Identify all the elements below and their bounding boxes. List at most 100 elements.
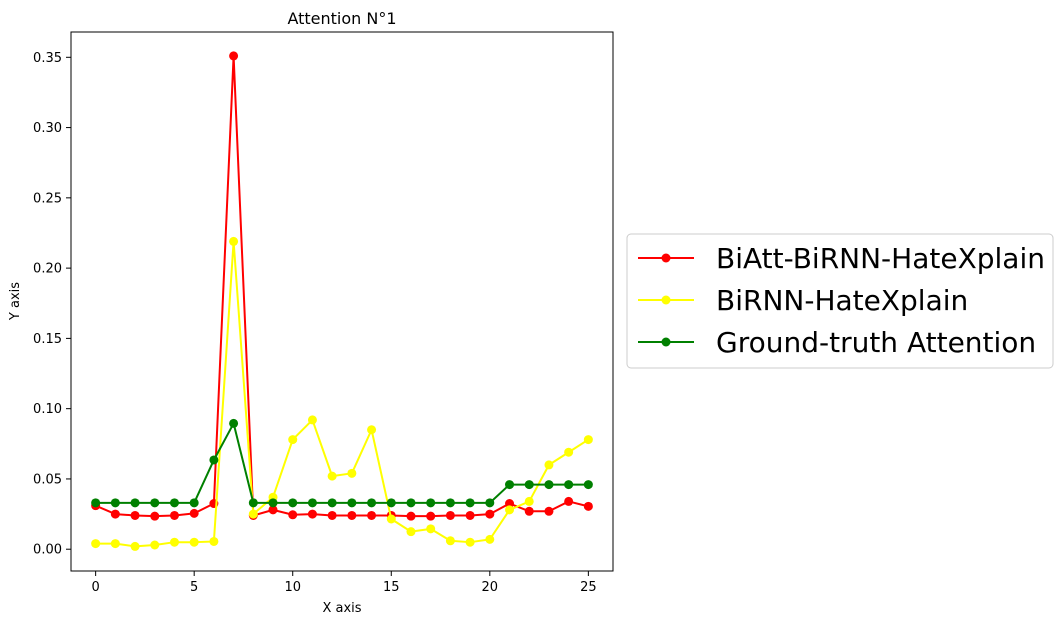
data-point	[307, 415, 317, 425]
series-line	[95, 240, 589, 548]
series-2	[91, 418, 593, 508]
data-point	[367, 498, 377, 508]
data-point	[406, 511, 416, 521]
data-point	[347, 498, 357, 508]
data-point	[367, 425, 377, 435]
series-1	[91, 236, 593, 551]
legend-frame	[626, 233, 1054, 369]
legend-marker	[661, 337, 671, 347]
data-point	[91, 539, 101, 549]
data-point	[426, 498, 436, 508]
data-point	[169, 537, 179, 547]
data-point	[465, 498, 475, 508]
legend-marker	[661, 295, 671, 305]
series-line	[95, 54, 589, 518]
data-point	[505, 499, 515, 509]
data-point	[485, 509, 495, 519]
data-point	[564, 480, 574, 490]
data-point	[110, 539, 120, 549]
data-point	[229, 418, 239, 428]
data-point	[209, 455, 219, 465]
data-point	[307, 509, 317, 519]
y-axis-ticks: 0.00 0.05 0.10 0.15 0.20 0.25 0.30 0.35	[33, 51, 71, 558]
y-tick-label: 0.05	[33, 472, 62, 487]
y-tick-label: 0.25	[33, 191, 62, 206]
data-point	[288, 498, 298, 508]
data-point	[288, 510, 298, 520]
data-point	[544, 480, 554, 490]
data-point	[426, 511, 436, 521]
data-point	[268, 498, 278, 508]
y-tick-label: 0.30	[33, 121, 62, 136]
data-point	[150, 511, 160, 521]
data-point	[150, 540, 160, 550]
data-point	[130, 510, 140, 520]
data-point	[268, 505, 278, 515]
data-point	[465, 510, 475, 520]
data-point	[524, 496, 534, 506]
data-point	[524, 480, 534, 490]
data-point	[406, 498, 416, 508]
x-tick-label: 0	[91, 580, 99, 595]
data-point	[485, 534, 495, 544]
data-point	[130, 498, 140, 508]
legend-label: BiRNN-HateXplain	[716, 284, 968, 317]
data-point	[288, 435, 298, 445]
y-tick-label: 0.35	[33, 51, 62, 66]
data-point	[583, 480, 593, 490]
data-point	[327, 498, 337, 508]
plot-frame	[70, 31, 614, 572]
data-point	[248, 509, 258, 519]
legend-marker	[661, 253, 671, 263]
data-point	[544, 460, 554, 470]
data-point	[327, 471, 337, 481]
x-tick-label: 10	[284, 580, 301, 595]
y-axis-title: Y axis	[8, 282, 23, 321]
data-point	[583, 435, 593, 445]
data-point	[564, 447, 574, 457]
data-point	[110, 498, 120, 508]
data-point	[544, 506, 554, 516]
x-axis-ticks: 0 5 10 15 20 25	[91, 571, 597, 595]
data-point	[248, 498, 258, 508]
data-point	[445, 498, 455, 508]
data-point	[367, 510, 377, 520]
y-tick-label: 0.20	[33, 262, 62, 277]
data-point	[445, 510, 455, 520]
x-axis-title: X axis	[322, 601, 361, 616]
y-tick-label: 0.15	[33, 332, 62, 347]
series-0	[91, 51, 593, 521]
data-point	[150, 498, 160, 508]
data-point	[583, 501, 593, 511]
x-tick-label: 25	[580, 580, 597, 595]
data-point	[386, 514, 396, 524]
data-point	[406, 527, 416, 537]
y-tick-label: 0.10	[33, 402, 62, 417]
data-point	[505, 505, 515, 515]
data-point	[189, 537, 199, 547]
data-point	[505, 480, 515, 490]
data-point	[189, 508, 199, 518]
data-point	[189, 498, 199, 508]
x-tick-label: 15	[383, 580, 400, 595]
data-point	[347, 510, 357, 520]
data-point	[386, 498, 396, 508]
data-point	[169, 510, 179, 520]
x-tick-label: 5	[190, 580, 198, 595]
chart-title: Attention N°1	[287, 9, 396, 28]
y-tick-label: 0.00	[33, 543, 62, 558]
data-point	[229, 236, 239, 246]
data-point	[327, 510, 337, 520]
data-point	[524, 506, 534, 516]
data-point	[564, 496, 574, 506]
data-point	[426, 524, 436, 534]
data-point	[307, 498, 317, 508]
data-point	[485, 498, 495, 508]
data-point	[169, 498, 179, 508]
series-line	[95, 422, 589, 504]
data-point	[229, 51, 239, 61]
data-point	[110, 509, 120, 519]
data-point	[347, 468, 357, 478]
legend: BiAtt-BiRNN-HateXplain BiRNN-HateXplain Gr…	[626, 233, 1054, 369]
